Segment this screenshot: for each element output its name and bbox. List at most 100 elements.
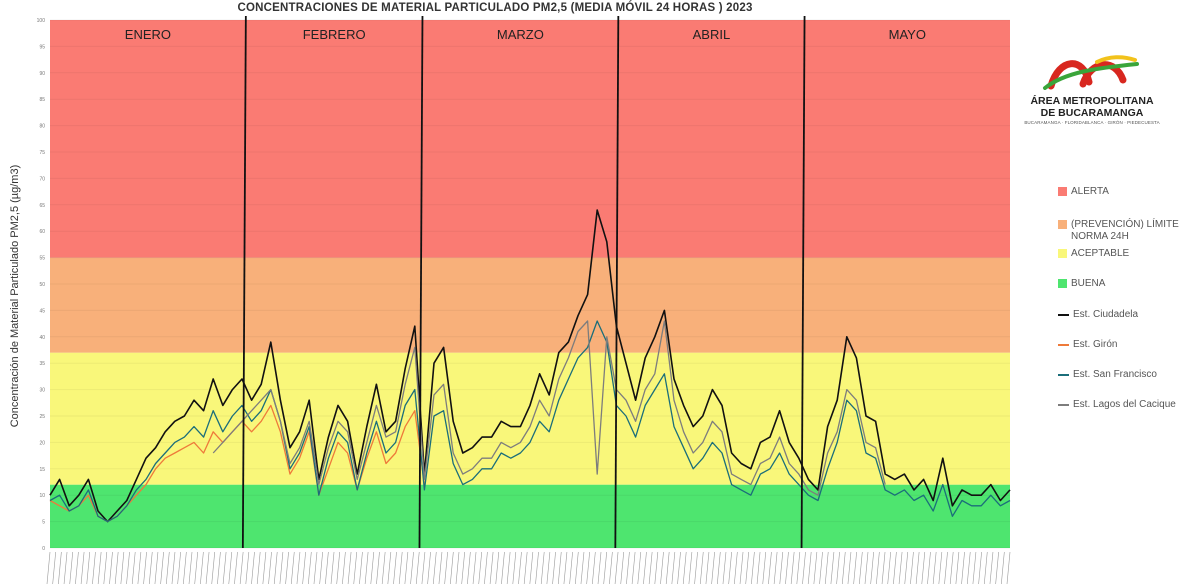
x-tick-163	[972, 551, 977, 585]
x-tick-39	[268, 551, 272, 585]
month-divider-0	[241, 15, 247, 549]
y-tick-label-13: 65	[39, 203, 45, 209]
legend-swatch-7	[1058, 404, 1069, 406]
x-tick-40	[273, 551, 278, 585]
y-tick-label-20: 100	[37, 18, 46, 24]
x-tick-5	[75, 551, 79, 585]
x-tick-79	[495, 551, 500, 585]
x-tick-120	[728, 551, 732, 585]
y-tick-label-5: 25	[39, 414, 45, 420]
x-tick-100	[614, 551, 619, 585]
x-tick-71	[450, 551, 454, 585]
x-tick-6	[80, 551, 85, 585]
x-tick-95	[586, 551, 590, 585]
x-tick-58	[376, 551, 380, 585]
legend-swatch-2	[1058, 249, 1067, 258]
x-tick-137	[824, 551, 829, 585]
x-tick-131	[790, 551, 795, 585]
legend-label-2: ACEPTABLE	[1071, 248, 1130, 259]
x-tick-150	[898, 551, 903, 585]
x-tick-108	[660, 551, 664, 585]
x-tick-16	[137, 551, 142, 585]
x-tick-167	[995, 551, 999, 585]
x-tick-81	[506, 551, 511, 585]
x-tick-41	[279, 551, 284, 585]
x-tick-134	[807, 551, 812, 585]
x-tick-166	[989, 551, 994, 585]
y-tick-label-19: 95	[39, 44, 45, 50]
x-tick-48	[319, 551, 323, 585]
x-tick-52	[342, 551, 346, 585]
month-divider-3	[800, 15, 806, 549]
x-tick-30	[217, 551, 221, 585]
x-tick-155	[927, 551, 931, 585]
x-tick-122	[739, 551, 744, 585]
x-tick-77	[484, 551, 488, 585]
x-tick-99	[609, 551, 613, 585]
x-tick-9	[97, 551, 102, 585]
x-tick-153	[915, 551, 920, 585]
x-tick-101	[620, 551, 625, 585]
x-tick-10	[103, 551, 108, 585]
month-label-0: ENERO	[125, 27, 171, 42]
x-tick-64	[410, 551, 414, 585]
x-tick-103	[631, 551, 636, 585]
x-tick-164	[978, 551, 982, 585]
x-tick-140	[841, 551, 846, 585]
x-tick-14	[126, 551, 130, 585]
x-tick-124	[751, 551, 755, 585]
x-tick-21	[165, 551, 170, 585]
legend-swatch-1	[1058, 220, 1067, 229]
legend-item-1: (PREVENCIÓN) LÍMITE NORMA 24H	[1058, 219, 1191, 243]
x-tick-34	[239, 551, 244, 585]
x-tick-158	[944, 551, 948, 585]
x-tick-45	[302, 551, 306, 585]
y-tick-label-2: 10	[39, 493, 45, 499]
y-tick-label-17: 85	[39, 97, 45, 103]
x-tick-118	[716, 551, 721, 585]
x-tick-106	[648, 551, 653, 585]
x-tick-133	[802, 551, 806, 585]
x-tick-57	[370, 551, 375, 585]
legend-swatch-3	[1058, 279, 1067, 288]
y-tick-label-14: 70	[39, 176, 45, 182]
x-tick-161	[961, 551, 965, 585]
x-tick-60	[387, 551, 392, 585]
x-tick-20	[160, 551, 164, 585]
y-tick-label-0: 0	[42, 546, 45, 552]
x-tick-98	[603, 551, 607, 585]
x-tick-145	[870, 551, 874, 585]
x-tick-59	[381, 551, 386, 585]
x-tick-17	[143, 551, 147, 585]
x-tick-94	[580, 551, 585, 585]
x-tick-50	[330, 551, 335, 585]
x-tick-91	[563, 551, 568, 585]
x-tick-110	[671, 551, 676, 585]
x-tick-13	[120, 551, 125, 585]
legend-item-5: Est. Girón	[1058, 339, 1193, 351]
x-tick-12	[114, 551, 119, 585]
x-tick-117	[711, 551, 715, 585]
y-tick-label-10: 50	[39, 282, 45, 288]
x-tick-44	[296, 551, 301, 585]
x-tick-152	[910, 551, 914, 585]
x-tick-51	[336, 551, 341, 585]
x-tick-43	[290, 551, 295, 585]
legend-item-6: Est. San Francisco	[1058, 369, 1193, 381]
band-1	[50, 352, 1010, 485]
x-tick-47	[313, 551, 318, 585]
x-tick-148	[887, 551, 892, 585]
y-tick-label-16: 80	[39, 124, 45, 130]
x-tick-149	[893, 551, 897, 585]
x-tick-144	[864, 551, 869, 585]
x-tick-111	[677, 551, 681, 585]
x-tick-89	[552, 551, 556, 585]
x-tick-31	[222, 551, 227, 585]
x-tick-136	[819, 551, 823, 585]
x-tick-92	[569, 551, 573, 585]
series-line-3	[212, 320, 886, 496]
logo-text-line2: DE BUCARAMANGA	[1040, 107, 1144, 119]
chart-title: CONCENTRACIONES DE MATERIAL PARTICULADO …	[237, 2, 753, 14]
x-tick-67	[427, 551, 431, 585]
series-line-0	[49, 209, 1011, 523]
